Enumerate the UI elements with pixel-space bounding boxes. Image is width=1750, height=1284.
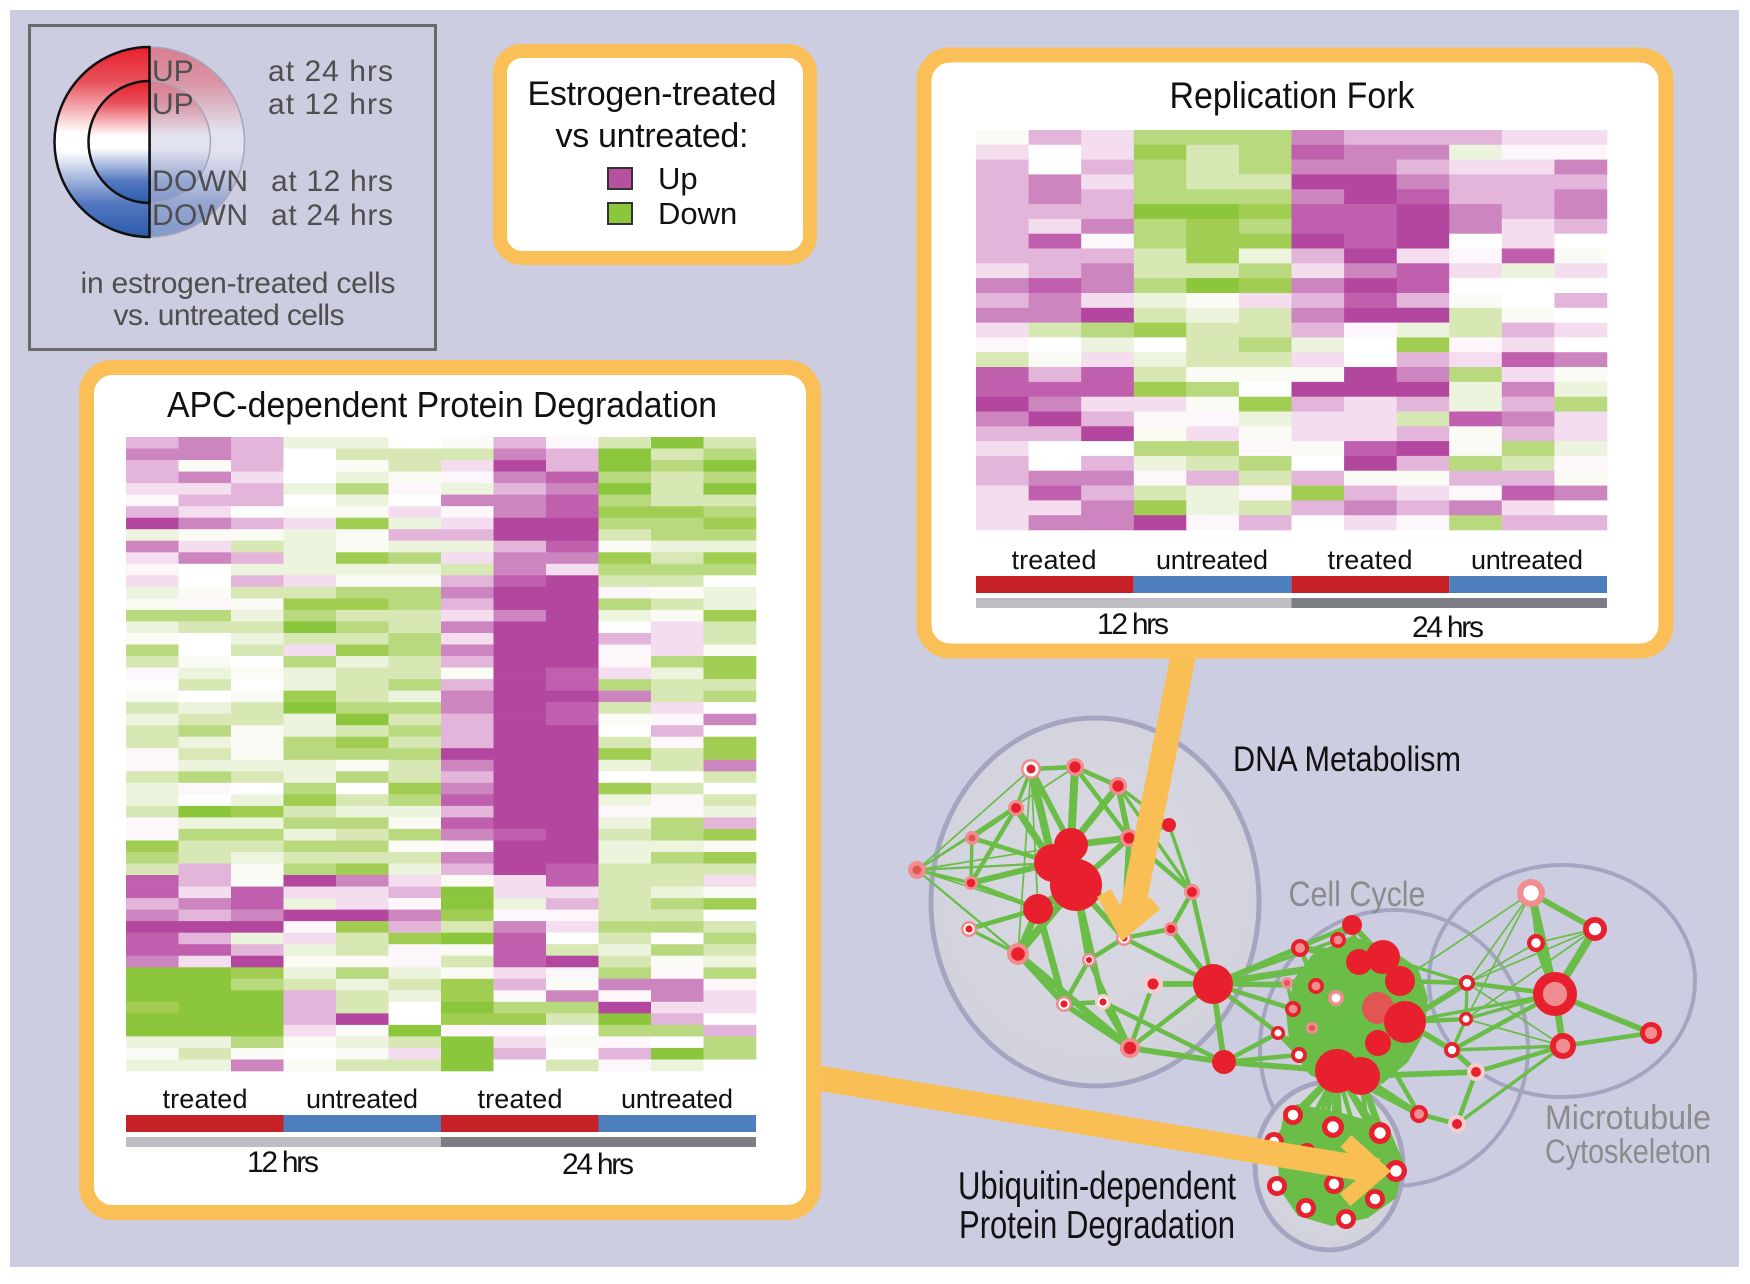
svg-text:DNA Metabolism: DNA Metabolism [1233, 740, 1461, 779]
svg-text:Ubiquitin-dependent: Ubiquitin-dependent [958, 1165, 1236, 1208]
svg-text:APC-dependent Protein Degradat: APC-dependent Protein Degradation [167, 384, 717, 425]
svg-text:untreated: untreated [621, 1084, 733, 1114]
svg-text:24 hrs: 24 hrs [562, 1148, 634, 1181]
svg-text:DOWN: DOWN [152, 199, 248, 232]
svg-text:Protein Degradation: Protein Degradation [959, 1204, 1235, 1247]
svg-text:treated: treated [478, 1084, 563, 1114]
svg-text:untreated: untreated [1156, 545, 1268, 575]
svg-text:treated: treated [1012, 545, 1097, 575]
svg-text:Down: Down [658, 196, 737, 231]
svg-text:12 hrs: 12 hrs [1097, 608, 1169, 641]
svg-text:in estrogen-treated cells: in estrogen-treated cells [81, 267, 396, 300]
svg-text:at 12 hrs: at 12 hrs [271, 165, 393, 198]
svg-text:12 hrs: 12 hrs [247, 1146, 319, 1179]
svg-text:untreated: untreated [306, 1084, 418, 1114]
svg-text:at 24 hrs: at 24 hrs [271, 199, 393, 232]
svg-text:treated: treated [163, 1084, 248, 1114]
svg-text:UP: UP [152, 88, 194, 121]
svg-text:24 hrs: 24 hrs [1412, 611, 1484, 644]
svg-text:Replication Fork: Replication Fork [1170, 75, 1415, 116]
svg-text:Estrogen-treated: Estrogen-treated [528, 75, 777, 113]
svg-text:vs. untreated cells: vs. untreated cells [114, 299, 345, 332]
svg-text:Up: Up [658, 161, 698, 196]
svg-text:vs untreated:: vs untreated: [556, 117, 749, 155]
svg-text:treated: treated [1328, 545, 1413, 575]
svg-text:at 12 hrs: at 12 hrs [268, 88, 393, 121]
svg-text:Cytoskeleton: Cytoskeleton [1545, 1133, 1711, 1171]
svg-text:Cell Cycle: Cell Cycle [1289, 875, 1426, 914]
svg-text:Microtubule: Microtubule [1545, 1099, 1711, 1137]
svg-text:untreated: untreated [1471, 545, 1583, 575]
svg-text:at 24 hrs: at 24 hrs [268, 55, 393, 88]
svg-text:UP: UP [152, 55, 194, 88]
svg-text:DOWN: DOWN [152, 165, 248, 198]
